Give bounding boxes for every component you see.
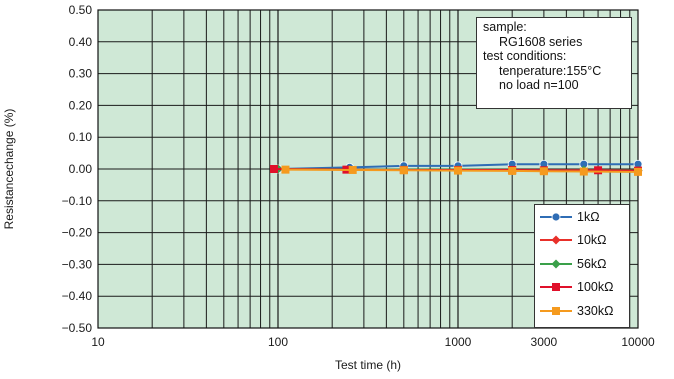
legend-swatch — [540, 212, 572, 222]
y-tick-label: −0.20 — [62, 226, 93, 240]
y-tick-label: −0.30 — [62, 257, 93, 271]
series-group — [269, 159, 643, 176]
x-tick-label: 3000 — [531, 335, 558, 349]
note-line-series: RG1608 series — [499, 34, 583, 49]
data-point — [539, 167, 548, 176]
test-conditions-box: sample: RG1608 series test conditions: t… — [476, 17, 632, 109]
legend-item-3: 56kΩ — [535, 252, 629, 276]
x-tick-labels: 10 100 1000 3000 10000 — [91, 335, 655, 349]
data-point — [594, 166, 603, 175]
y-tick-label: 0.30 — [69, 67, 93, 81]
legend-marker — [551, 212, 561, 222]
data-point — [281, 165, 290, 174]
note-line-sample: sample: — [483, 20, 527, 34]
legend-swatch — [540, 259, 572, 269]
note-line-conditions: test conditions: — [483, 49, 567, 63]
y-tick-label: −0.50 — [62, 321, 93, 335]
y-tick-label: 0.10 — [69, 130, 93, 144]
y-tick-label: 0.50 — [69, 3, 93, 17]
data-point — [348, 165, 357, 174]
data-point — [508, 166, 517, 175]
y-tick-labels: 0.50 0.40 0.30 0.20 0.10 0.00 −0.10 −0.20 −0.30 −… — [62, 3, 93, 335]
y-tick-label: 0.40 — [69, 35, 93, 49]
y-tick-label: −0.40 — [62, 289, 93, 303]
legend: 1kΩ 10kΩ 56kΩ 100kΩ 330kΩ — [534, 204, 630, 328]
legend-item-2: 10kΩ — [535, 229, 629, 253]
legend-swatch — [540, 306, 572, 315]
series-line — [285, 168, 639, 173]
y-tick-label: 0.20 — [69, 98, 93, 112]
y-tick-label: 0.00 — [69, 162, 93, 176]
y-tick-label: −0.10 — [62, 194, 93, 208]
data-point — [579, 167, 588, 176]
legend-marker — [552, 283, 560, 292]
legend-item-1: 1kΩ — [535, 205, 629, 229]
legend-item-5: 330kΩ — [535, 299, 629, 323]
legend-label: 10kΩ — [577, 233, 607, 248]
x-tick-label: 1000 — [445, 335, 472, 349]
legend-marker — [551, 235, 561, 245]
legend-label: 1kΩ — [577, 209, 600, 224]
x-tick-label: 10000 — [621, 335, 655, 349]
data-point — [454, 166, 462, 175]
series-5 — [281, 165, 642, 176]
legend-swatch — [540, 283, 572, 292]
x-axis-title: Test time (h) — [335, 358, 401, 372]
y-axis-title: Resistancechange (%) — [2, 109, 16, 230]
legend-marker — [551, 259, 561, 269]
note-line-temperature: tenperature:155°C — [499, 63, 602, 78]
legend-label: 56kΩ — [577, 256, 607, 271]
legend-item-4: 100kΩ — [535, 276, 629, 300]
note-line-load: no load n=100 — [499, 78, 579, 92]
x-tick-label: 10 — [91, 335, 105, 349]
legend-label: 330kΩ — [577, 303, 614, 318]
series-line — [277, 163, 638, 170]
legend-marker — [552, 306, 560, 315]
data-point — [399, 166, 408, 175]
data-point — [634, 167, 642, 176]
legend-label: 100kΩ — [577, 280, 614, 295]
data-point — [269, 165, 278, 173]
x-tick-label: 100 — [268, 335, 288, 349]
legend-swatch — [540, 235, 572, 245]
